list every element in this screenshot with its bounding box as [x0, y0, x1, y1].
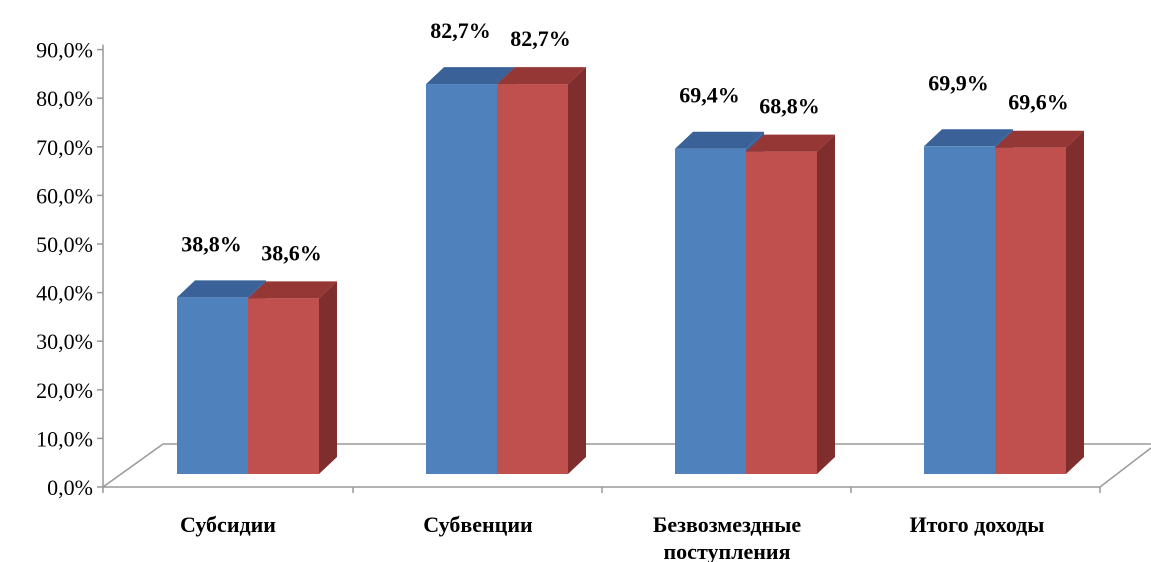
- bar-front: [497, 84, 568, 474]
- bar-front: [995, 147, 1066, 474]
- bar-front: [426, 84, 497, 474]
- data-label: 69,6%: [1008, 90, 1069, 115]
- bar-top: [675, 131, 764, 149]
- y-axis: 0,0% 10,0% 20,0% 30,0% 40,0% 50,0% 60,0% 70,0% 8…: [36, 38, 1101, 500]
- bar-front: [675, 148, 746, 474]
- data-label: 69,4%: [679, 83, 740, 108]
- data-label: 38,8%: [181, 231, 242, 256]
- bar-front: [746, 151, 817, 474]
- bar: [995, 130, 1084, 474]
- bar-top: [177, 280, 266, 298]
- bar-top: [426, 67, 515, 85]
- bar: [248, 281, 337, 474]
- bar-top: [924, 129, 1013, 147]
- bar-side: [568, 67, 586, 474]
- bar: [497, 67, 586, 474]
- data-label: 38,6%: [261, 240, 322, 265]
- x-tick-label: Безвозмездные поступления: [653, 512, 802, 562]
- bar-front: [924, 146, 995, 474]
- data-label: 82,7%: [430, 18, 491, 43]
- y-tick-label: 10,0%: [36, 426, 93, 451]
- y-tick-label: 70,0%: [36, 135, 93, 160]
- bar-front: [177, 297, 248, 474]
- y-tick-label: 80,0%: [36, 86, 93, 111]
- y-tick-label: 60,0%: [36, 183, 93, 208]
- bar-side: [1066, 130, 1084, 474]
- bar-top: [497, 67, 586, 85]
- y-tick-label: 40,0%: [36, 281, 93, 306]
- bar-side: [817, 134, 835, 474]
- bar: [746, 134, 835, 474]
- bar-side: [319, 281, 337, 474]
- bar-top: [995, 130, 1084, 148]
- y-tick-label: 50,0%: [36, 232, 93, 257]
- x-tick-label: Субсидии: [180, 512, 276, 537]
- data-label: 82,7%: [510, 26, 571, 51]
- x-axis-labels: Субсидии Субвенции Безвозмездные поступлени…: [180, 512, 1044, 562]
- x-tick-label: Субвенции: [423, 512, 533, 537]
- bar-top: [248, 281, 337, 299]
- data-labels: 38,8% 38,6% 82,7% 82,7% 69,4% 68,8% 69,9% 69,6%: [181, 18, 1069, 265]
- bar-front: [248, 298, 319, 474]
- bar-top: [746, 134, 835, 152]
- data-label: 68,8%: [759, 94, 820, 119]
- y-tick-label: 30,0%: [36, 329, 93, 354]
- y-tick-label: 20,0%: [36, 378, 93, 403]
- y-tick-label: 90,0%: [36, 38, 93, 63]
- bars: [177, 67, 1084, 474]
- y-tick-label: 0,0%: [47, 475, 93, 500]
- data-label: 69,9%: [928, 70, 989, 95]
- x-tick-label: Итого доходы: [910, 512, 1045, 537]
